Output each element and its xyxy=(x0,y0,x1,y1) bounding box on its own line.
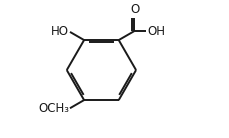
Text: HO: HO xyxy=(51,25,69,38)
Text: OCH₃: OCH₃ xyxy=(38,102,69,115)
Text: O: O xyxy=(130,3,139,16)
Text: OH: OH xyxy=(146,25,164,38)
